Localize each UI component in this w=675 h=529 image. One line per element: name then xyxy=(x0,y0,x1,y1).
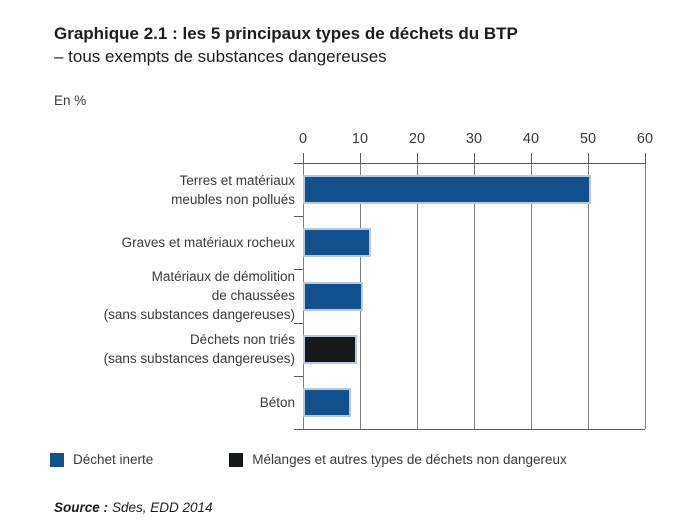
axis-top-line xyxy=(303,163,645,164)
x-tick-label: 40 xyxy=(522,131,540,147)
category-label: Graves et matériaux rocheux xyxy=(121,235,295,251)
bar xyxy=(303,334,358,364)
x-tick-mark xyxy=(417,153,418,163)
x-tick-label: 60 xyxy=(636,131,654,147)
gridline xyxy=(588,163,589,429)
bar xyxy=(303,281,363,311)
x-tick-mark xyxy=(588,153,589,163)
chart-title: Graphique 2.1 : les 5 principaux types d… xyxy=(54,22,518,68)
category-label: Terres et matériaux meubles non pollués xyxy=(171,172,295,207)
gridline xyxy=(474,163,475,429)
x-tick-mark xyxy=(303,153,304,163)
legend-item: Mélanges et autres types de déchets non … xyxy=(229,452,567,467)
unit-label: En % xyxy=(54,93,87,108)
gridline xyxy=(417,163,418,429)
gridline xyxy=(645,163,646,429)
axis-bottom-line xyxy=(303,429,645,430)
x-tick-label: 0 xyxy=(298,131,308,147)
source-value: Sdes, EDD 2014 xyxy=(112,500,213,515)
bar xyxy=(303,175,591,205)
x-tick-mark xyxy=(360,153,361,163)
legend-label: Déchet inerte xyxy=(73,452,154,467)
x-tick-mark xyxy=(531,153,532,163)
gridline xyxy=(531,163,532,429)
chart-title-line1: Graphique 2.1 : les 5 principaux types d… xyxy=(54,24,518,43)
legend-item: Déchet inerte xyxy=(50,452,153,467)
x-tick-mark xyxy=(645,153,646,163)
legend: Déchet inerte Mélanges et autres types de… xyxy=(50,452,567,467)
legend-label: Mélanges et autres types de déchets non … xyxy=(252,452,567,467)
category-label: Matériaux de démolition de chaussées (sa… xyxy=(103,269,295,323)
x-tick-mark xyxy=(474,153,475,163)
y-tick-mark xyxy=(294,375,303,377)
category-label: Béton xyxy=(259,394,295,410)
bar xyxy=(303,228,372,258)
x-tick-label: 30 xyxy=(465,131,483,147)
y-tick-mark xyxy=(294,163,303,164)
x-tick-label: 50 xyxy=(579,131,597,147)
x-tick-label: 10 xyxy=(351,131,369,147)
legend-swatch xyxy=(229,452,244,467)
y-tick-mark xyxy=(294,322,303,324)
source-note: Source : Sdes, EDD 2014 xyxy=(54,500,213,515)
category-label: Déchets non triés (sans substances dange… xyxy=(103,332,295,367)
chart-title-line2: – tous exempts de substances dangereuses xyxy=(54,47,387,66)
y-tick-mark xyxy=(294,429,303,430)
legend-swatch xyxy=(50,452,64,467)
y-tick-mark xyxy=(294,269,303,271)
source-label: Source : xyxy=(54,500,109,515)
y-tick-mark xyxy=(294,216,303,218)
bar xyxy=(303,387,352,417)
x-tick-label: 20 xyxy=(408,131,426,147)
